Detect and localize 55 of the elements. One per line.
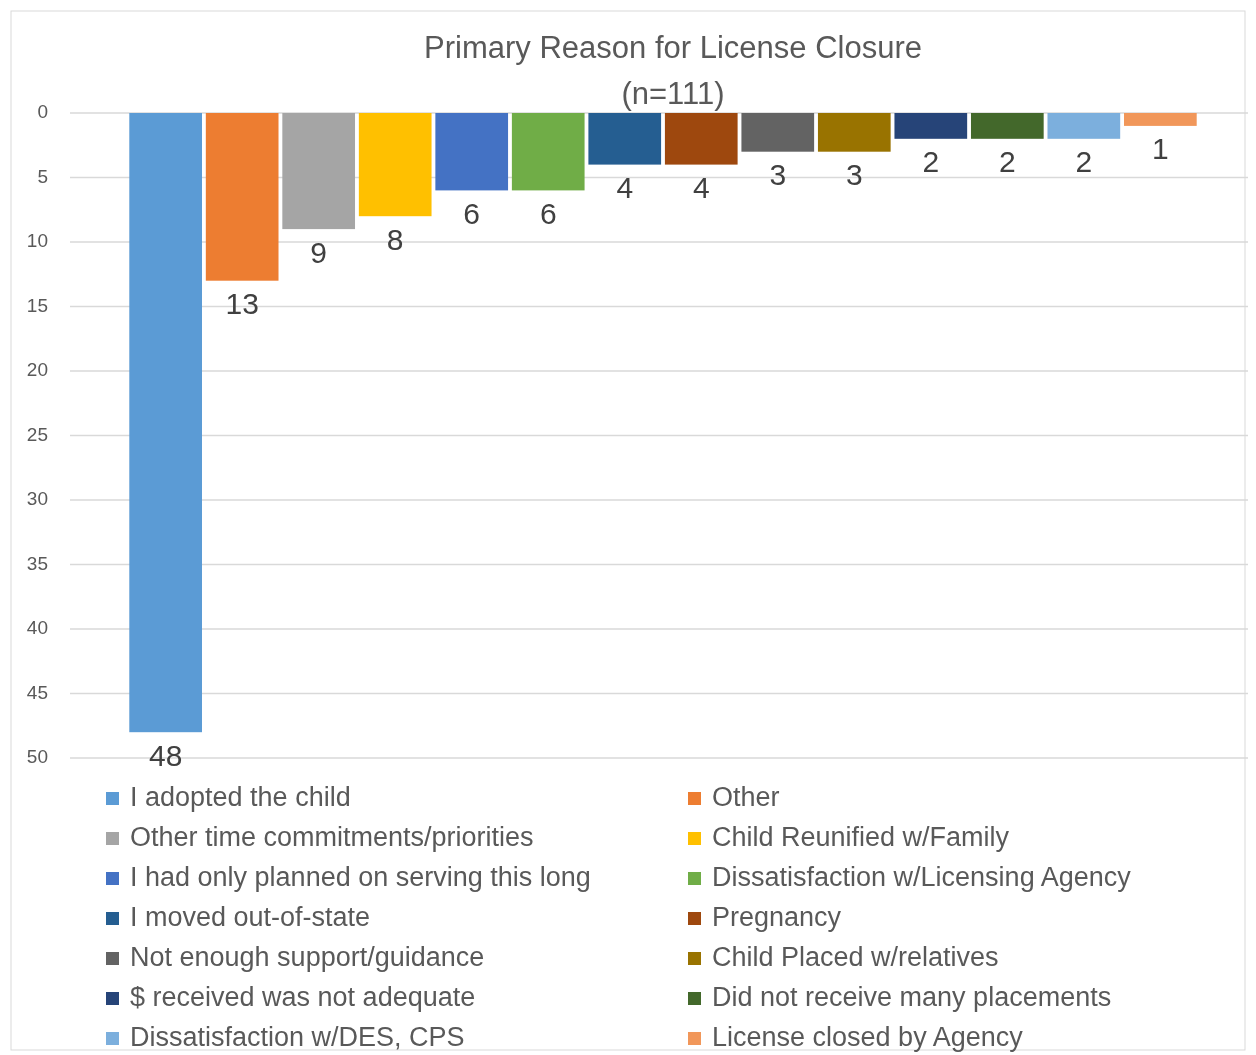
chart-title: Primary Reason for License Closure xyxy=(424,30,922,66)
data-label: 4 xyxy=(616,171,634,205)
data-label: 13 xyxy=(225,287,259,321)
legend-label: Other xyxy=(712,782,780,813)
bar xyxy=(205,113,279,281)
data-label: 2 xyxy=(1075,145,1093,179)
data-label: 48 xyxy=(148,738,183,772)
y-tick-label: 40 xyxy=(26,617,48,639)
bar xyxy=(664,113,738,165)
y-tick-label: 45 xyxy=(26,681,48,703)
y-tick-label: 5 xyxy=(37,165,48,187)
y-tick-label: 0 xyxy=(37,101,48,123)
data-label: 2 xyxy=(998,145,1016,179)
bar xyxy=(358,113,432,217)
bar xyxy=(129,113,202,733)
bar xyxy=(511,113,585,191)
data-label: 3 xyxy=(769,158,787,192)
legend-label: Not enough support/guidance xyxy=(130,942,485,973)
legend-label: I moved out-of-state xyxy=(130,902,371,933)
y-tick-label: 30 xyxy=(26,488,48,510)
y-tick-label: 15 xyxy=(26,294,48,316)
bar xyxy=(970,113,1044,139)
legend-label: Dissatisfaction w/DES, CPS xyxy=(130,1022,465,1053)
chart-subtitle: (n=111) xyxy=(621,76,725,112)
legend-label: $ received was not adequate xyxy=(130,982,476,1013)
y-tick-label: 35 xyxy=(26,552,48,574)
bar xyxy=(1124,113,1197,126)
bar xyxy=(817,113,891,152)
legend-label: Did not receive many placements xyxy=(712,982,1112,1013)
legend-label: Child Reunified w/Family xyxy=(712,822,1010,853)
bar xyxy=(282,113,356,230)
y-tick-label: 50 xyxy=(26,746,48,768)
data-label: 4 xyxy=(692,171,710,205)
bar xyxy=(435,113,509,191)
legend-label: I adopted the child xyxy=(130,782,351,813)
legend-label: I had only planned on serving this long xyxy=(130,862,591,893)
data-label: 6 xyxy=(539,196,557,230)
data-label: 2 xyxy=(922,145,940,179)
legend-label: Other time commitments/priorities xyxy=(130,822,534,853)
bar xyxy=(741,113,815,152)
bar xyxy=(588,113,662,165)
legend-label: Dissatisfaction w/Licensing Agency xyxy=(712,862,1132,893)
y-tick-label: 10 xyxy=(26,230,48,252)
bar xyxy=(894,113,968,139)
y-tick-label: 25 xyxy=(26,423,48,445)
bar xyxy=(1047,113,1121,139)
data-label: 8 xyxy=(386,222,404,256)
data-label: 6 xyxy=(463,196,481,230)
legend-label: License closed by Agency xyxy=(712,1022,1024,1053)
data-label: 1 xyxy=(1152,132,1169,166)
legend-label: Child Placed w/relatives xyxy=(712,942,999,973)
y-tick-label: 20 xyxy=(26,359,48,381)
data-label: 3 xyxy=(845,158,863,192)
legend-label: Pregnancy xyxy=(712,902,842,933)
data-label: 9 xyxy=(310,235,328,269)
